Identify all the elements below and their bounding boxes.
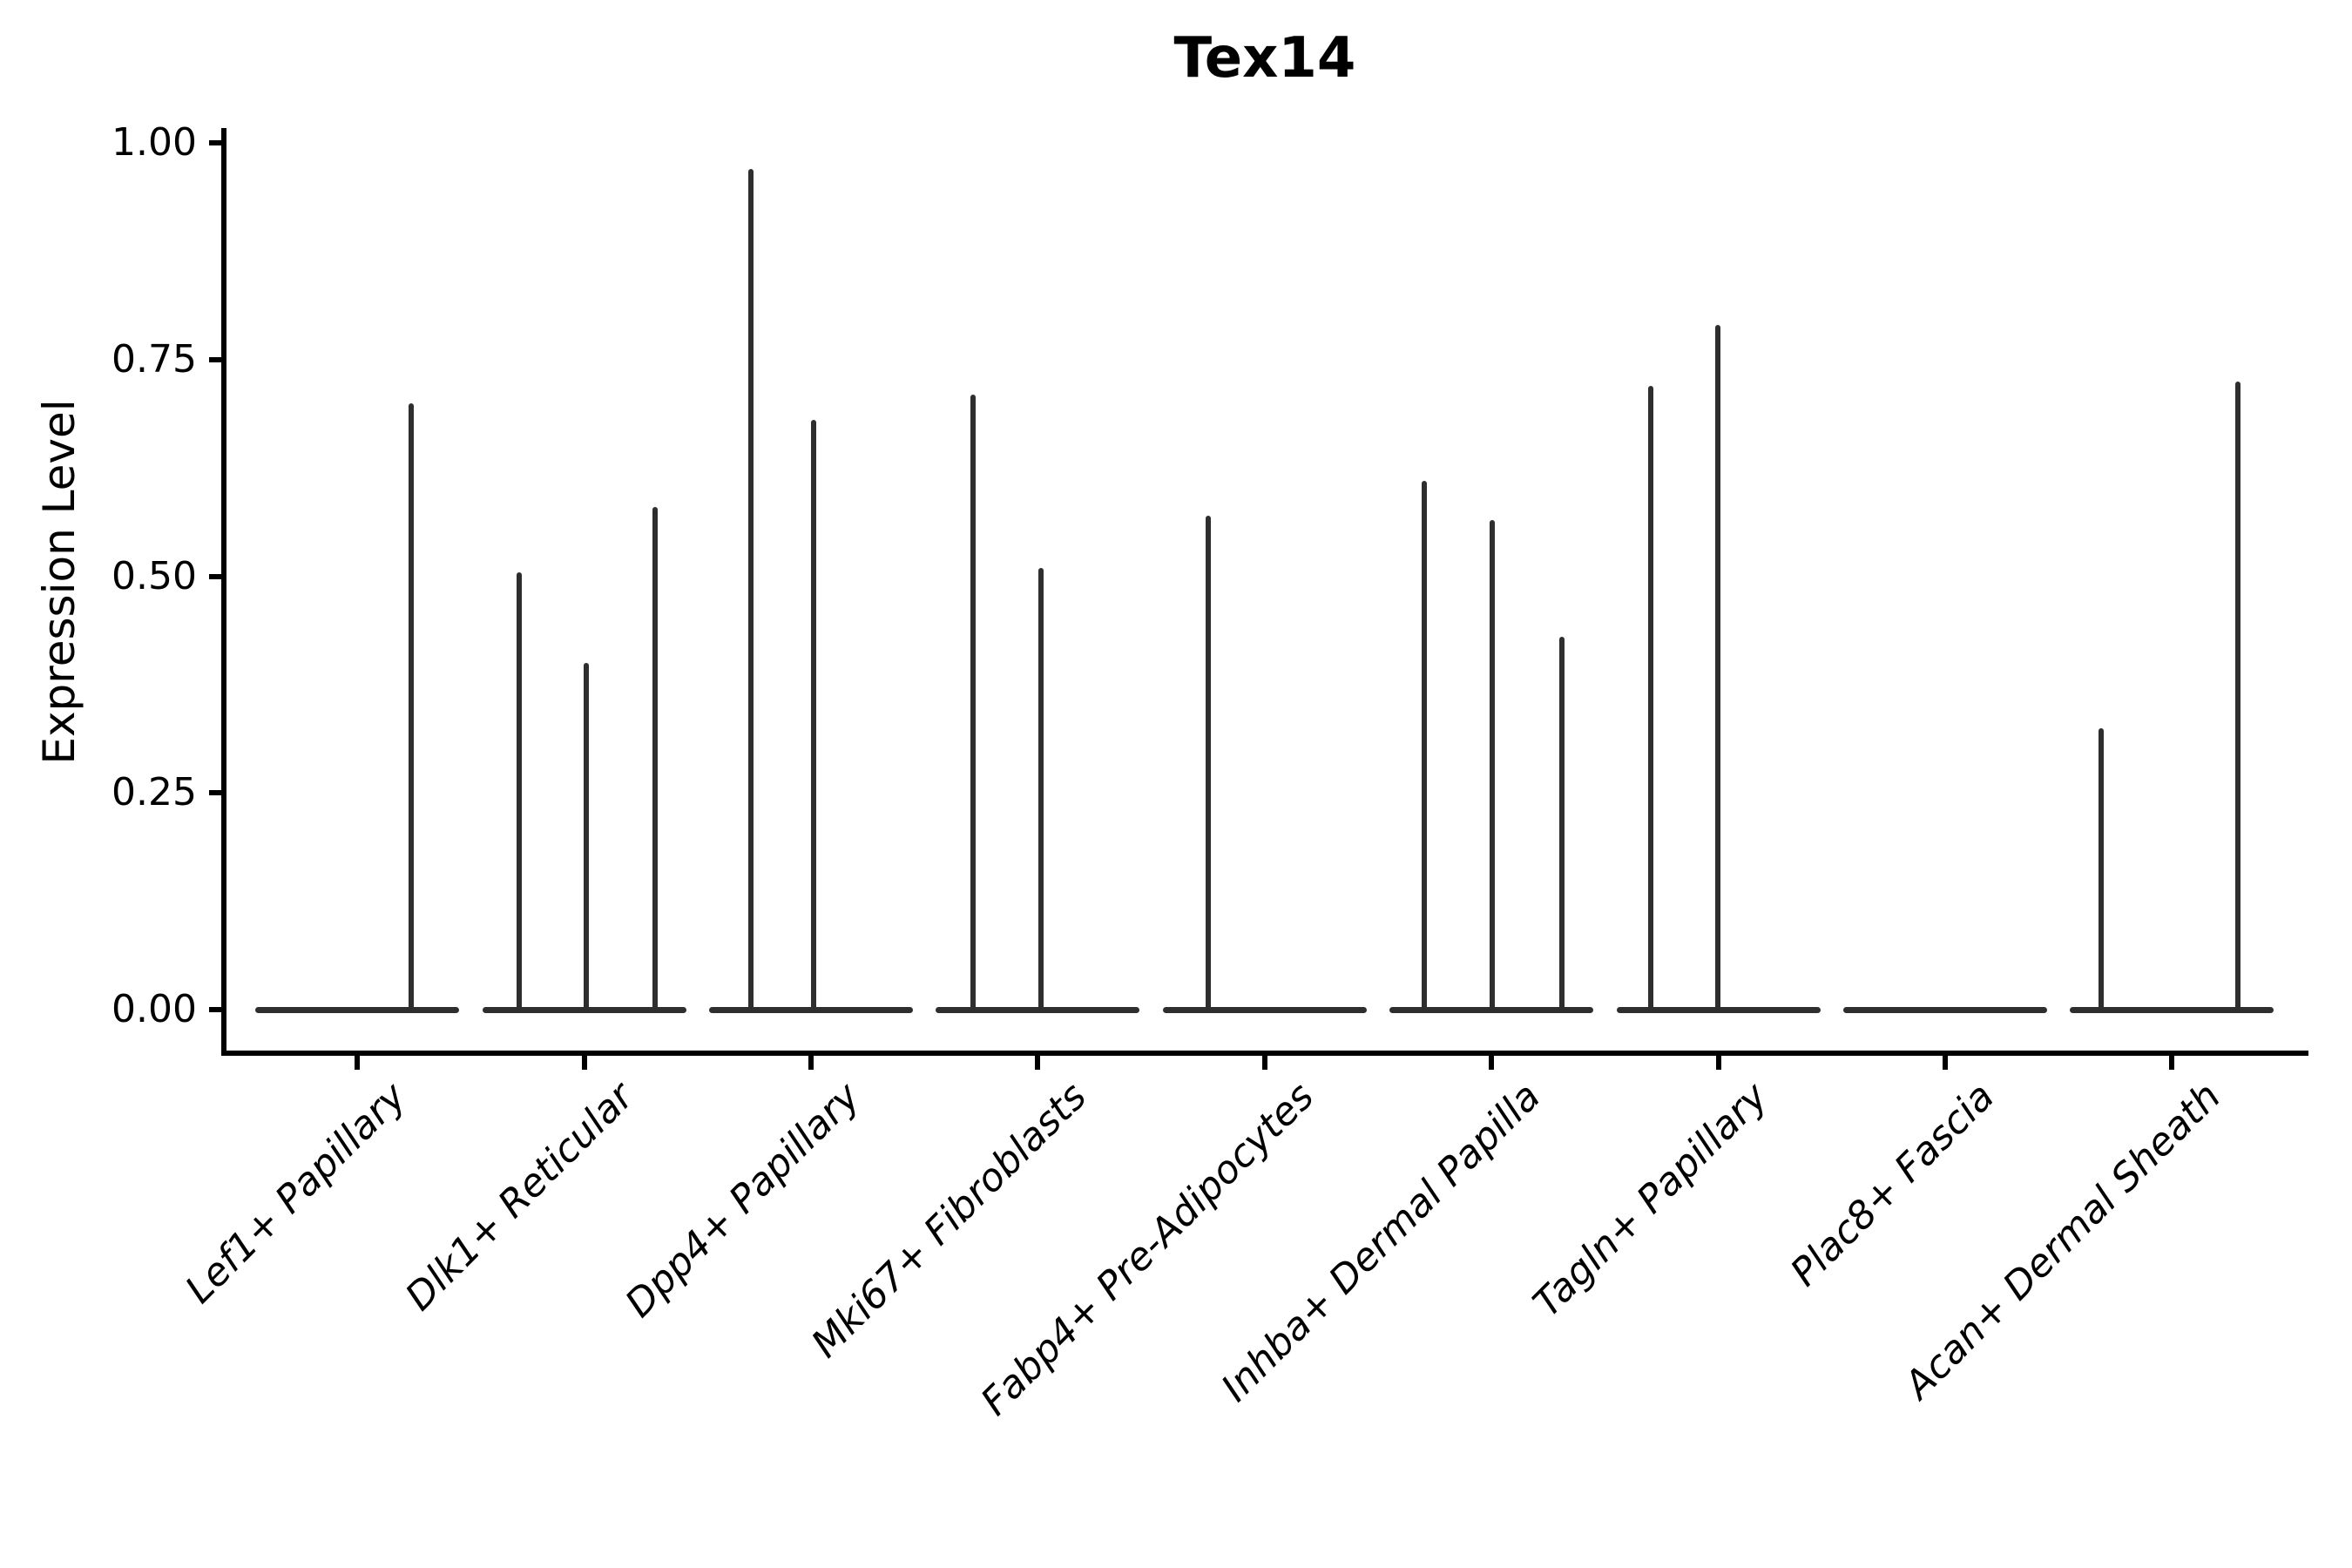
x-tick-label: Dpp4+ Papillary — [617, 1074, 869, 1327]
violin-spike — [583, 663, 589, 1011]
y-tick-label: 0.00 — [112, 987, 197, 1031]
violin-spike — [2235, 381, 2241, 1011]
y-tick-mark — [209, 790, 221, 796]
x-tick-mark — [1489, 1056, 1495, 1070]
violin-spike — [1714, 324, 1720, 1011]
x-tick-label: Fabp4+ Pre-Adipocytes — [972, 1074, 1323, 1424]
x-tick-label: Plac8+ Fascia — [1781, 1074, 2004, 1295]
violin-spike — [1559, 637, 1565, 1011]
x-tick-label: Acan+ Dermal Sheath — [1896, 1074, 2230, 1408]
violin-spike — [1038, 567, 1044, 1011]
violin-spike — [970, 394, 977, 1011]
x-tick-label: Tagln+ Papillary — [1524, 1074, 1776, 1326]
y-tick-mark — [209, 573, 221, 579]
x-tick-label: Lef1+ Papillary — [177, 1074, 416, 1313]
x-tick-mark — [2169, 1056, 2175, 1070]
violin-spike — [1205, 515, 1211, 1011]
x-tick-label: Dlk1+ Reticular — [396, 1074, 642, 1320]
y-tick-label: 0.25 — [112, 770, 197, 815]
x-tick-label: Inhba+ Dermal Papilla — [1213, 1074, 1550, 1410]
violin-spike — [1422, 481, 1428, 1011]
x-tick-mark — [581, 1056, 587, 1070]
x-tick-mark — [1035, 1056, 1041, 1070]
x-tick-mark — [1715, 1056, 1721, 1070]
left-axis-spine — [221, 128, 226, 1056]
violin-body — [936, 1007, 1140, 1013]
violin-body — [1843, 1007, 2048, 1013]
x-tick-label: Mki67+ Fibroblasts — [803, 1074, 1096, 1367]
y-tick-mark — [209, 140, 221, 145]
violin-spike — [811, 420, 817, 1011]
violin-spike — [652, 506, 658, 1011]
violin-body — [255, 1007, 460, 1013]
violin-spike — [748, 168, 754, 1011]
y-tick-label: 1.00 — [112, 120, 197, 165]
x-tick-mark — [1943, 1056, 1949, 1070]
x-tick-mark — [808, 1056, 814, 1070]
violin-spike — [516, 571, 522, 1011]
violin-spike — [409, 402, 415, 1011]
y-tick-mark — [209, 1007, 221, 1012]
y-tick-label: 0.50 — [112, 553, 197, 598]
bottom-axis-spine — [221, 1051, 2308, 1056]
violin-body — [1162, 1007, 1367, 1013]
y-tick-mark — [209, 356, 221, 362]
chart-title: Tex14 — [1173, 26, 1356, 91]
violin-spike — [1647, 385, 1653, 1011]
y-tick-label: 0.75 — [112, 336, 197, 382]
x-tick-mark — [355, 1056, 361, 1070]
violin-spike — [1490, 519, 1496, 1011]
violin-spike — [2099, 727, 2105, 1011]
violin-body — [2070, 1007, 2274, 1013]
x-tick-mark — [1261, 1056, 1267, 1070]
